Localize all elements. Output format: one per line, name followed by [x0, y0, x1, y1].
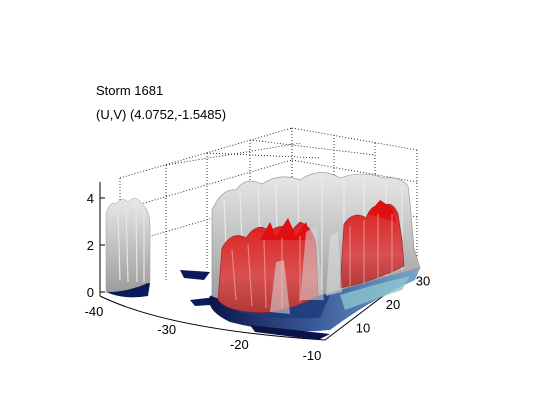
chart-title-line-2: (U,V) (4.0752,-1.5485): [96, 107, 227, 122]
x-axis-ticks: -40 -30 -20 -10: [85, 304, 322, 363]
x-tick-label-1: -30: [157, 322, 176, 337]
y-tick-label-2: 30: [416, 274, 430, 289]
chart-title-line-1: Storm 1681: [96, 83, 164, 98]
z-tick-label-0: 0: [87, 285, 94, 300]
left-gray-isosurface: [105, 198, 151, 293]
x-tick-label-0: -40: [85, 304, 104, 319]
z-tick-label-1: 2: [87, 238, 94, 253]
y-axis-ticks: 10 20 30: [356, 274, 430, 336]
red-inner-isosurface: [217, 200, 405, 313]
x-tick-label-2: -20: [230, 337, 249, 352]
z-tick-label-2: 4: [87, 191, 94, 206]
front-gray-strands: [270, 226, 342, 314]
x-tick-label-3: -10: [303, 348, 322, 363]
y-tick-label-1: 20: [386, 297, 400, 312]
y-tick-label-0: 10: [356, 320, 370, 335]
z-axis-ticks: 0 2 4: [87, 191, 105, 300]
